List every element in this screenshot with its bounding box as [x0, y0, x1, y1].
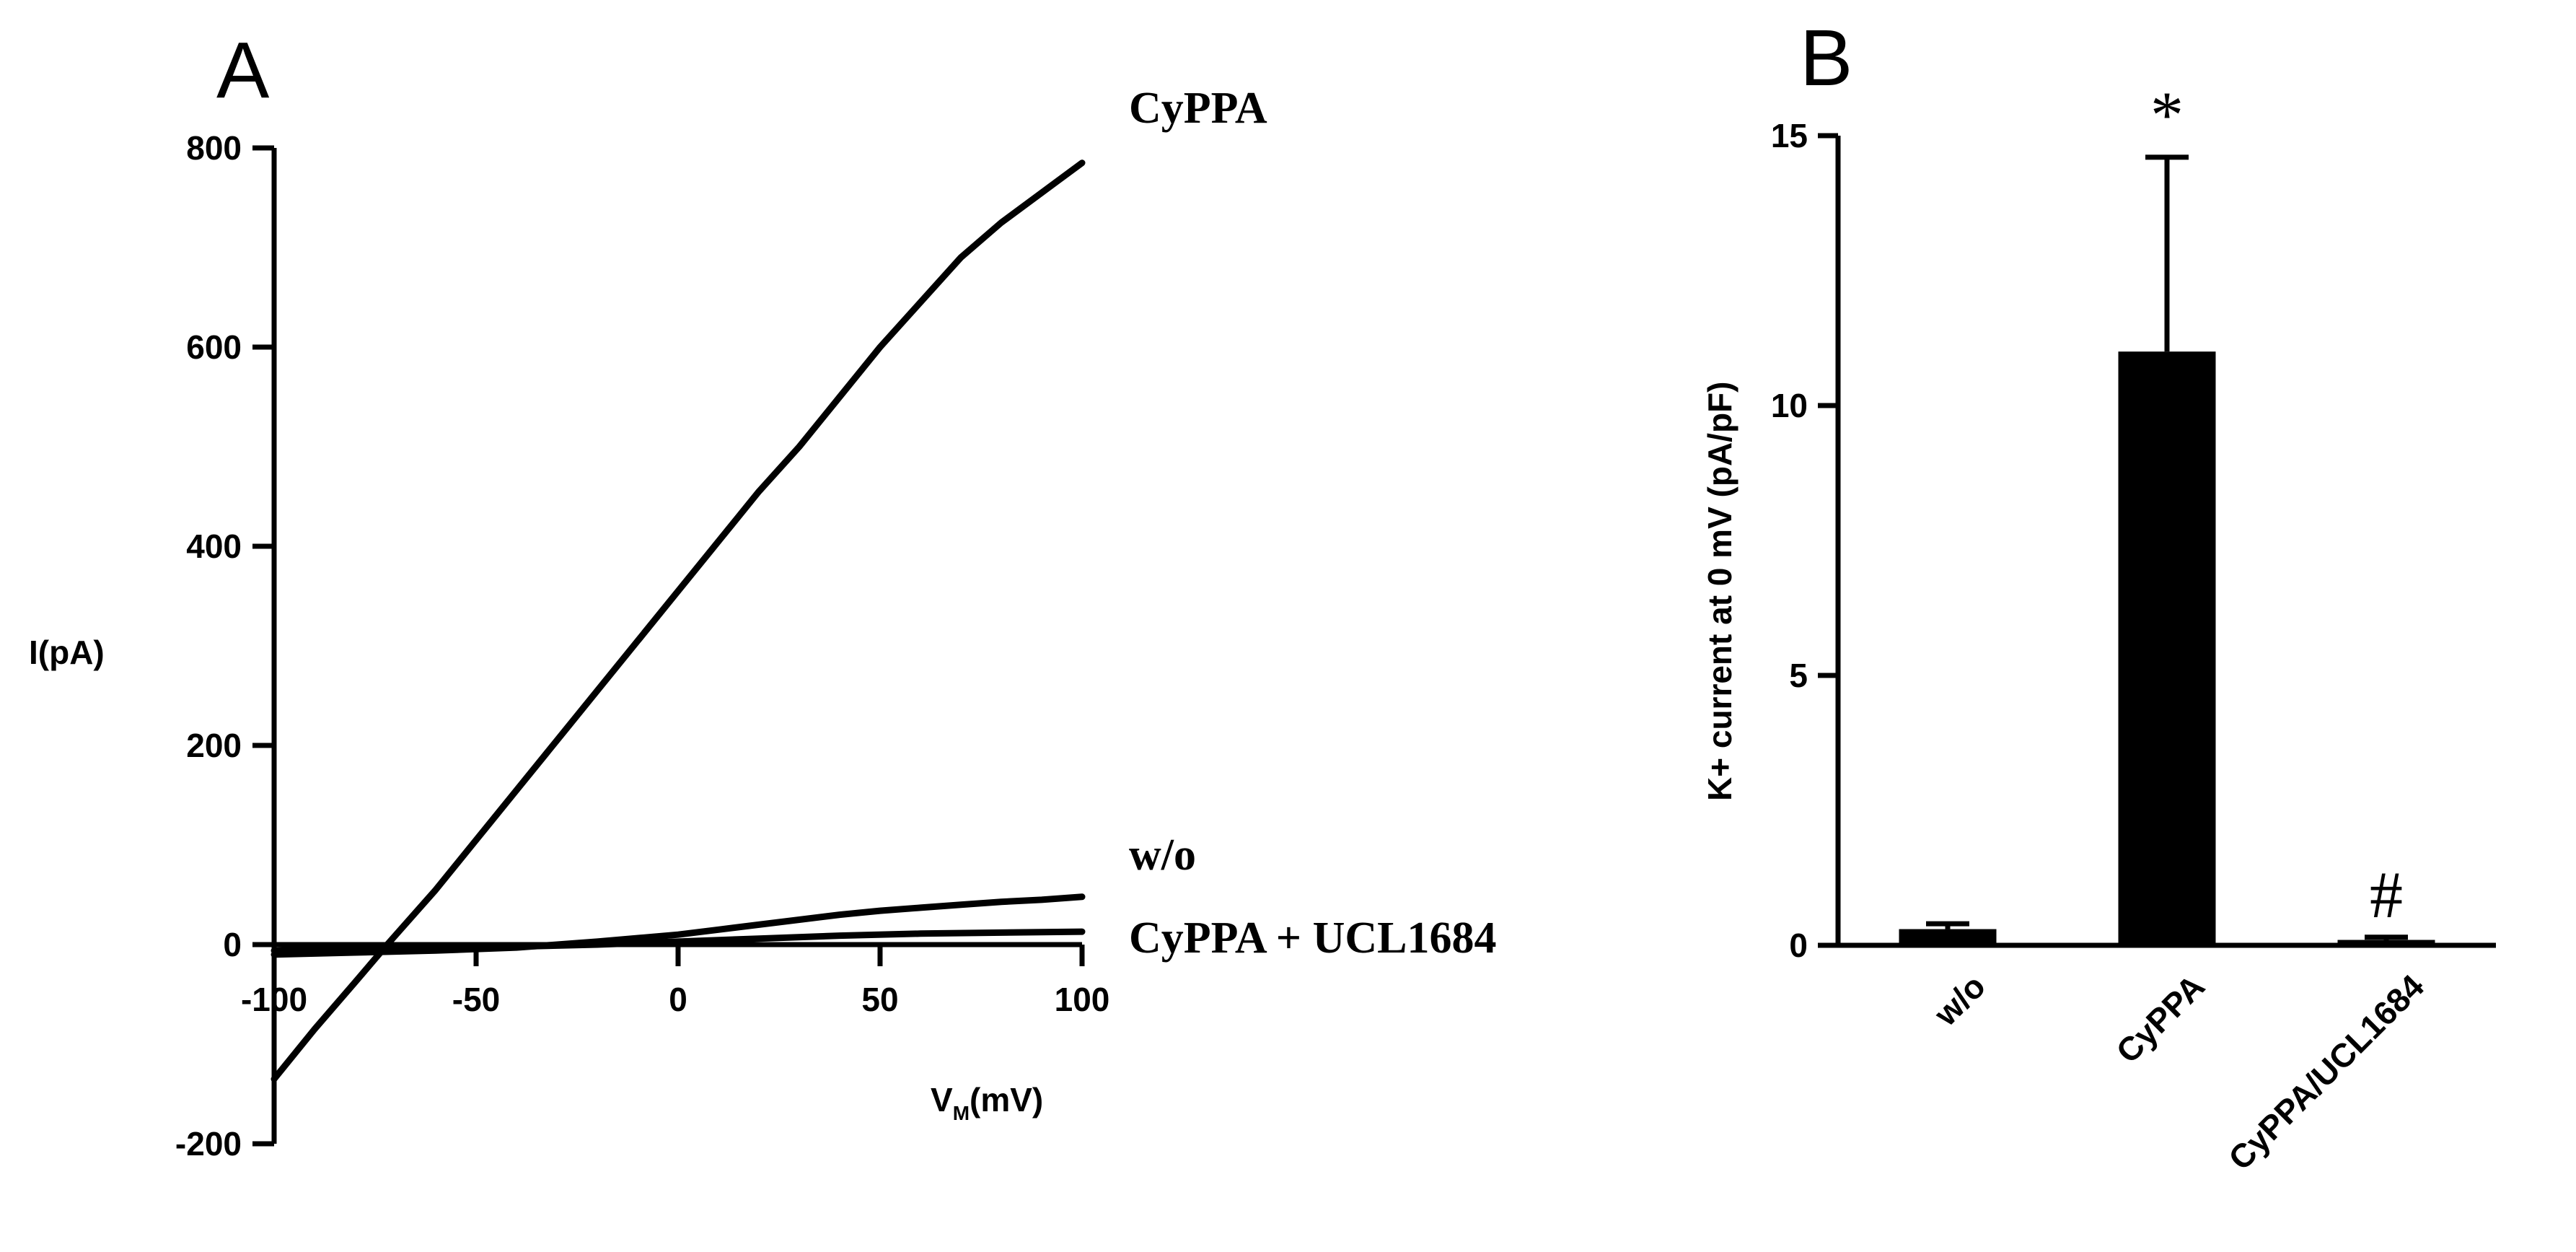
- y-tick-label: -200: [175, 1125, 242, 1163]
- bar: [1899, 929, 1997, 945]
- panel-a-x-ticks: -100 -50 0 50 100: [241, 945, 1109, 1018]
- category-label: CyPPA/UCL1684: [2221, 967, 2431, 1177]
- series-label-cyppa: CyPPA: [1129, 84, 1267, 133]
- panel-a-x-label: VM(mV): [931, 1081, 1043, 1124]
- panel-b-letter: B: [1800, 14, 1852, 102]
- panel-b-y-label: K+ current at 0 mV (pA/pF): [1701, 382, 1738, 801]
- y-tick-label: 10: [1771, 387, 1808, 424]
- panel-a-y-ticks: -200 0 200 400 600 800: [175, 129, 274, 1163]
- y-tick-label: 15: [1771, 117, 1808, 154]
- significance-marker: *: [2150, 78, 2184, 152]
- significance-marker: #: [2370, 858, 2403, 932]
- x-tick-label: 50: [861, 981, 898, 1018]
- y-tick-label: 5: [1789, 657, 1808, 694]
- y-tick-label: 0: [223, 926, 242, 963]
- category-label: CyPPA: [2109, 967, 2212, 1070]
- panel-a-traces: [271, 159, 1086, 1082]
- category-label: w/o: [1926, 967, 1992, 1033]
- panel-a-y-label: I(pA): [29, 634, 105, 671]
- x-tick-label: 100: [1055, 981, 1110, 1018]
- series-label-wo: w/o: [1129, 831, 1196, 880]
- panel-b-bars: *#: [1899, 78, 2435, 945]
- trace-cyppa-ucl1684: [271, 928, 1086, 954]
- y-tick-label: 800: [186, 129, 242, 167]
- bar: [2118, 351, 2216, 945]
- trace-cyppa: [271, 159, 1086, 1082]
- series-label-cyppa-ucl1684: CyPPA + UCL1684: [1129, 914, 1497, 963]
- x-tick-label: -50: [452, 981, 500, 1018]
- x-tick-label: -100: [241, 981, 307, 1018]
- panel-b-category-labels: w/o CyPPA CyPPA/UCL1684: [1926, 967, 2431, 1177]
- y-tick-label: 200: [186, 727, 242, 764]
- panel-a-letter: A: [216, 26, 270, 115]
- panel-b-y-ticks: 0 5 10 15: [1771, 117, 1838, 964]
- y-tick-label: 400: [186, 527, 242, 565]
- x-tick-label: 0: [669, 981, 687, 1018]
- bar: [2337, 940, 2435, 945]
- y-tick-label: 0: [1789, 927, 1808, 964]
- y-tick-label: 600: [186, 328, 242, 366]
